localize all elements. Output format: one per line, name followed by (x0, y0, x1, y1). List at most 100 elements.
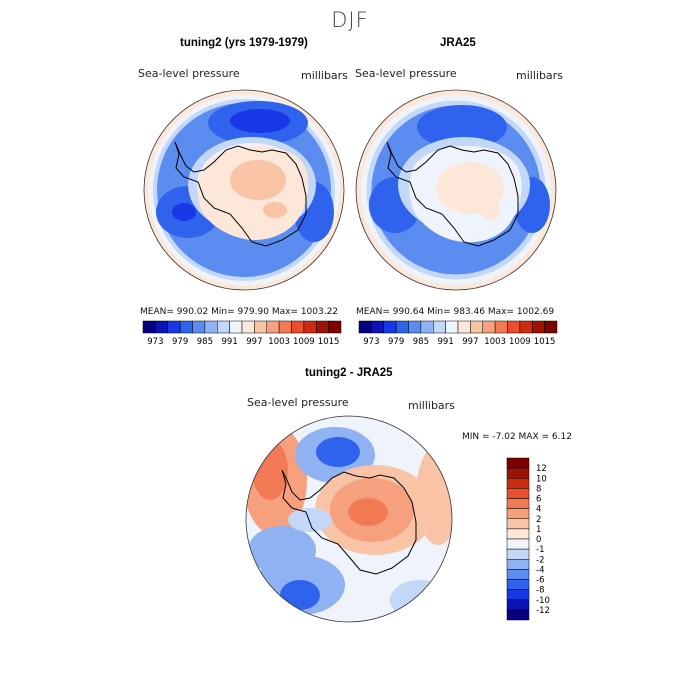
cbar-diff-tick-9: -2 (536, 555, 544, 565)
map-right-outer-ring-2 (361, 95, 551, 285)
map-diff-high-west-core (252, 440, 288, 500)
map-left-border (143, 89, 345, 291)
map-right-low-north (417, 105, 507, 149)
cbar-left-tick-3: 991 (222, 337, 238, 347)
variable-label-diff: Sea-level pressure (247, 396, 349, 409)
cbar-diff-swatch-11 (506, 569, 530, 580)
panel-title-diff: tuning2 - JRA25 (305, 367, 393, 379)
cbar-right-swatch-10 (482, 320, 496, 334)
cbar-left-tick-0: 973 (147, 337, 163, 347)
cbar-right-swatch-6 (433, 320, 446, 334)
map-left-low-north-core (230, 109, 290, 133)
cbar-diff-tick-4: 4 (536, 505, 541, 515)
cbar-diff-swatch-15 (506, 609, 530, 621)
cbar-right-swatch-3 (395, 320, 409, 334)
cbar-right-tick-3: 991 (438, 337, 454, 347)
cbar-left-swatch-7 (229, 320, 243, 334)
map-left-outer-ring-2 (148, 94, 340, 286)
cbar-left-swatch-12 (291, 320, 305, 334)
cbar-left-swatch-11 (278, 320, 292, 334)
map-left-low-west-core (172, 203, 196, 221)
map-diff-low-southeast (390, 580, 450, 620)
cbar-diff-tick-11: -6 (536, 576, 544, 586)
cbar-diff-swatch-10 (506, 559, 530, 570)
cbar-diff-tick-3: 6 (536, 495, 541, 505)
cbar-diff-swatch-2 (506, 478, 530, 489)
cbar-right-swatch-5 (420, 320, 434, 334)
cbar-right-swatch-1 (371, 320, 384, 334)
cbar-right-swatch-4 (408, 320, 422, 334)
units-label-left: millibars (301, 69, 348, 82)
cbar-diff-swatch-5 (506, 508, 530, 519)
cbar-right-tick-5: 1003 (484, 337, 506, 347)
colorbar-right: 973 979 985 991 997 1003 1009 1015 (358, 320, 558, 347)
cbar-right-tick-7: 1015 (534, 337, 556, 347)
cbar-right-tick-0: 973 (363, 337, 379, 347)
cbar-right-tick-2: 985 (413, 337, 429, 347)
cbar-right-swatch-15 (544, 320, 558, 334)
variable-label-left: Sea-level pressure (138, 67, 240, 80)
cbar-left-tick-7: 1015 (318, 337, 340, 347)
variable-label-right: Sea-level pressure (355, 67, 457, 80)
colorbar-left: 973 979 985 991 997 1003 1009 1015 (142, 320, 342, 347)
cbar-left-swatch-1 (155, 320, 168, 334)
map-diff-border (245, 415, 453, 623)
cbar-left-swatch-8 (241, 320, 255, 334)
map-left-antarctica-high (230, 160, 286, 200)
map-left (144, 90, 344, 290)
cbar-left-swatch-2 (167, 320, 181, 334)
cbar-right-tick-6: 1009 (509, 337, 531, 347)
units-label-diff: millibars (408, 399, 455, 412)
page-title: DJF (331, 8, 369, 32)
cbar-right-tick-4: 997 (462, 337, 478, 347)
cbar-right-swatch-8 (457, 320, 471, 334)
cbar-left-tick-6: 1009 (293, 337, 315, 347)
map-right-antarctica-high-2 (480, 200, 500, 220)
cbar-right-swatch-9 (470, 320, 483, 334)
cbar-right-swatch-12 (507, 320, 521, 334)
cbar-left-swatch-15 (328, 320, 342, 334)
cbar-diff-tick-2: 8 (536, 484, 541, 494)
cbar-left-swatch-5 (204, 320, 218, 334)
cbar-left-swatch-6 (217, 320, 230, 334)
map-diff-coastline (281, 469, 417, 575)
units-label-right: millibars (516, 69, 563, 82)
cbar-left-swatch-13 (303, 320, 317, 334)
cbar-diff-tick-5: 2 (536, 515, 541, 525)
map-left-antarctica-high-2 (263, 202, 287, 218)
cbar-right-swatch-7 (445, 320, 459, 334)
cbar-left-swatch-3 (179, 320, 193, 334)
map-left-outer-ring-3 (153, 99, 335, 281)
cbar-right-swatch-11 (494, 320, 508, 334)
cbar-diff-swatch-1 (506, 467, 530, 479)
cbar-diff-tick-14: -12 (536, 606, 550, 616)
cbar-diff-tick-12: -8 (536, 586, 544, 596)
cbar-left-tick-2: 985 (197, 337, 213, 347)
cbar-diff-swatch-0 (506, 457, 530, 469)
map-diff-low-peninsula (288, 508, 332, 532)
cbar-left-swatch-14 (316, 320, 329, 334)
stats-left: MEAN= 990.02 Min= 979.90 Max= 1003.22 (140, 307, 339, 317)
cbar-left-swatch-9 (254, 320, 267, 334)
cbar-left-tick-1: 979 (172, 337, 188, 347)
map-right-border (355, 89, 557, 291)
cbar-right-tick-1: 979 (388, 337, 404, 347)
panel-title-right: JRA25 (440, 37, 476, 49)
cbar-diff-swatch-9 (506, 548, 530, 560)
map-left-coastline (174, 141, 307, 247)
cbar-diff-swatch-7 (506, 528, 530, 540)
cbar-diff-swatch-12 (506, 579, 530, 590)
cbar-diff-tick-1: 10 (536, 474, 547, 484)
cbar-right-swatch-14 (532, 320, 545, 334)
stats-right: MEAN= 990.64 Min= 983.46 Max= 1002.69 (356, 307, 555, 317)
cbar-right-swatch-2 (383, 320, 397, 334)
cbar-left-tick-4: 997 (246, 337, 262, 347)
cbar-diff-tick-0: 12 (536, 464, 547, 474)
cbar-left-swatch-10 (266, 320, 280, 334)
map-right-coastline (386, 141, 519, 247)
map-diff-low-south-core (280, 580, 320, 610)
panel-title-left: tuning2 (yrs 1979-1979) (180, 37, 308, 49)
cbar-diff-tick-10: -4 (536, 565, 544, 575)
cbar-right-swatch-13 (519, 320, 533, 334)
